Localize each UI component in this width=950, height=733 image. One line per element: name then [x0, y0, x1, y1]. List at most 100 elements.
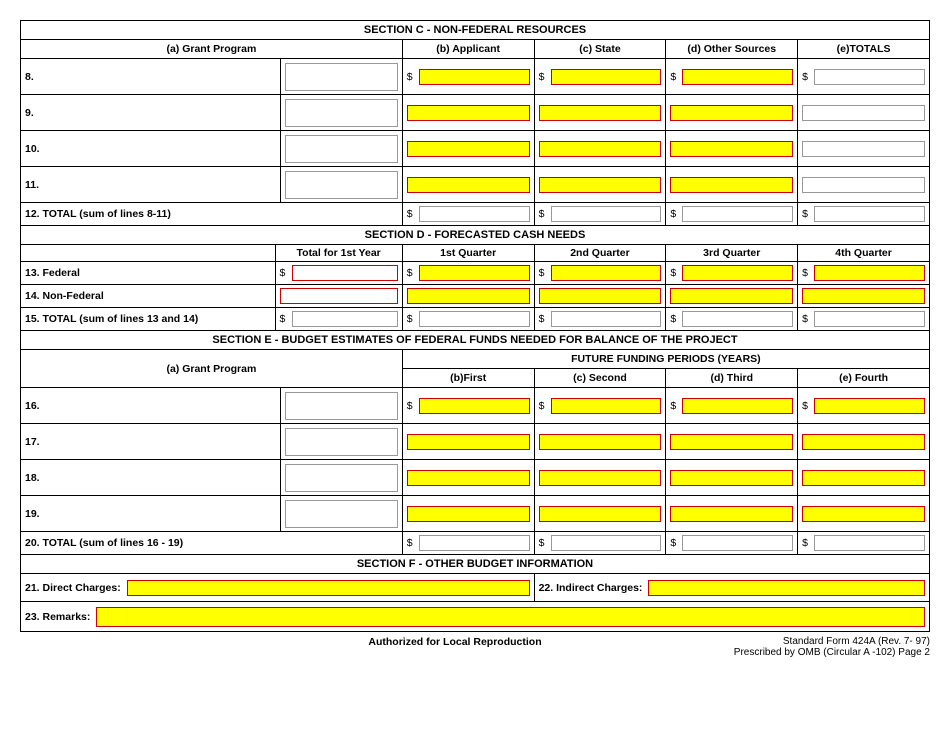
dollar-sign: $	[670, 267, 680, 279]
row-19-num: 19.	[21, 496, 281, 532]
dollar-sign: $	[539, 537, 549, 549]
section-d-header: SECTION D - FORECASTED CASH NEEDS	[21, 226, 930, 245]
section-c-header: SECTION C - NON-FEDERAL RESOURCES	[21, 21, 930, 40]
row-18-third-input[interactable]	[670, 470, 793, 486]
row-15-q1-input[interactable]	[419, 311, 530, 327]
row-21-input[interactable]	[127, 580, 530, 596]
section-e-table: (a) Grant Program FUTURE FUNDING PERIODS…	[20, 350, 930, 632]
row-20-third-input[interactable]	[682, 535, 793, 551]
row-16-fourth-input[interactable]	[814, 398, 925, 414]
row-8-num: 8.	[21, 59, 281, 95]
row-22-label: 22. Indirect Charges:	[539, 582, 643, 594]
row-11-total-input[interactable]	[802, 177, 925, 193]
row-8-state-input[interactable]	[551, 69, 662, 85]
dollar-sign: $	[539, 71, 549, 83]
row-8-total-input[interactable]	[814, 69, 925, 85]
col-e-grant: (a) Grant Program	[21, 350, 403, 388]
row-9-applicant-input[interactable]	[407, 105, 530, 121]
row-10-other-input[interactable]	[670, 141, 793, 157]
row-14-total-input[interactable]	[280, 288, 398, 304]
row-11-applicant-input[interactable]	[407, 177, 530, 193]
row-20-second-input[interactable]	[551, 535, 662, 551]
dollar-sign: $	[280, 267, 290, 279]
col-q4: 4th Quarter	[798, 245, 930, 262]
row-13-q3-input[interactable]	[682, 265, 793, 281]
row-17-num: 17.	[21, 424, 281, 460]
row-16-grant-input[interactable]	[285, 392, 397, 420]
row-13-total-input[interactable]	[292, 265, 398, 281]
row-15-total-input[interactable]	[292, 311, 398, 327]
row-11-other-input[interactable]	[670, 177, 793, 193]
row-11-state-input[interactable]	[539, 177, 662, 193]
row-15-q3-input[interactable]	[682, 311, 793, 327]
row-12-total-input[interactable]	[814, 206, 925, 222]
row-17-grant-input[interactable]	[285, 428, 397, 456]
row-14-q4-input[interactable]	[802, 288, 925, 304]
row-10-state-input[interactable]	[539, 141, 662, 157]
row-18-first-input[interactable]	[407, 470, 530, 486]
row-13-q1-input[interactable]	[419, 265, 530, 281]
row-9-total-input[interactable]	[802, 105, 925, 121]
row-8-grant-input[interactable]	[285, 63, 397, 91]
row-13-q4-input[interactable]	[814, 265, 925, 281]
dollar-sign: $	[802, 313, 812, 325]
dollar-sign: $	[670, 537, 680, 549]
budget-form-table: SECTION C - NON-FEDERAL RESOURCES (a) Gr…	[20, 20, 930, 245]
row-12-applicant-input[interactable]	[419, 206, 530, 222]
dollar-sign: $	[407, 313, 417, 325]
row-14-q3-input[interactable]	[670, 288, 793, 304]
row-13-q2-input[interactable]	[551, 265, 662, 281]
dollar-sign: $	[802, 400, 812, 412]
row-12-state-input[interactable]	[551, 206, 662, 222]
row-9-other-input[interactable]	[670, 105, 793, 121]
row-17-first-input[interactable]	[407, 434, 530, 450]
row-17-third-input[interactable]	[670, 434, 793, 450]
row-10-total-input[interactable]	[802, 141, 925, 157]
row-23-input[interactable]	[96, 607, 925, 627]
dollar-sign: $	[802, 267, 812, 279]
row-22-input[interactable]	[648, 580, 925, 596]
row-12-other-input[interactable]	[682, 206, 793, 222]
row-11-grant-input[interactable]	[285, 171, 397, 199]
dollar-sign: $	[539, 400, 549, 412]
row-10-grant-input[interactable]	[285, 135, 397, 163]
row-19-fourth-input[interactable]	[802, 506, 925, 522]
row-16-first-input[interactable]	[419, 398, 530, 414]
row-17-second-input[interactable]	[539, 434, 662, 450]
row-8-applicant-input[interactable]	[419, 69, 530, 85]
row-17-fourth-input[interactable]	[802, 434, 925, 450]
col-second: (c) Second	[534, 369, 666, 388]
row-16-third-input[interactable]	[682, 398, 793, 414]
row-19-third-input[interactable]	[670, 506, 793, 522]
row-12-label: 12. TOTAL (sum of lines 8-11)	[21, 203, 403, 226]
dollar-sign: $	[539, 267, 549, 279]
row-16-second-input[interactable]	[551, 398, 662, 414]
col-applicant: (b) Applicant	[402, 40, 534, 59]
row-23-label: 23. Remarks:	[25, 611, 90, 623]
row-10-applicant-input[interactable]	[407, 141, 530, 157]
row-9-grant-input[interactable]	[285, 99, 397, 127]
row-9-state-input[interactable]	[539, 105, 662, 121]
dollar-sign: $	[670, 313, 680, 325]
row-21-label: 21. Direct Charges:	[25, 582, 121, 594]
col-future-periods: FUTURE FUNDING PERIODS (YEARS)	[402, 350, 929, 369]
row-18-fourth-input[interactable]	[802, 470, 925, 486]
row-15-q2-input[interactable]	[551, 311, 662, 327]
row-18-second-input[interactable]	[539, 470, 662, 486]
row-20-first-input[interactable]	[419, 535, 530, 551]
footer: Authorized for Local Reproduction Standa…	[20, 636, 930, 658]
row-15-q4-input[interactable]	[814, 311, 925, 327]
row-19-grant-input[interactable]	[285, 500, 397, 528]
row-18-grant-input[interactable]	[285, 464, 397, 492]
dollar-sign: $	[407, 208, 417, 220]
row-14-q2-input[interactable]	[539, 288, 662, 304]
col-third: (d) Third	[666, 369, 798, 388]
row-8-other-input[interactable]	[682, 69, 793, 85]
dollar-sign: $	[802, 208, 812, 220]
col-q1: 1st Quarter	[402, 245, 534, 262]
row-19-first-input[interactable]	[407, 506, 530, 522]
row-14-q1-input[interactable]	[407, 288, 530, 304]
row-19-second-input[interactable]	[539, 506, 662, 522]
dollar-sign: $	[280, 313, 290, 325]
row-20-fourth-input[interactable]	[814, 535, 925, 551]
